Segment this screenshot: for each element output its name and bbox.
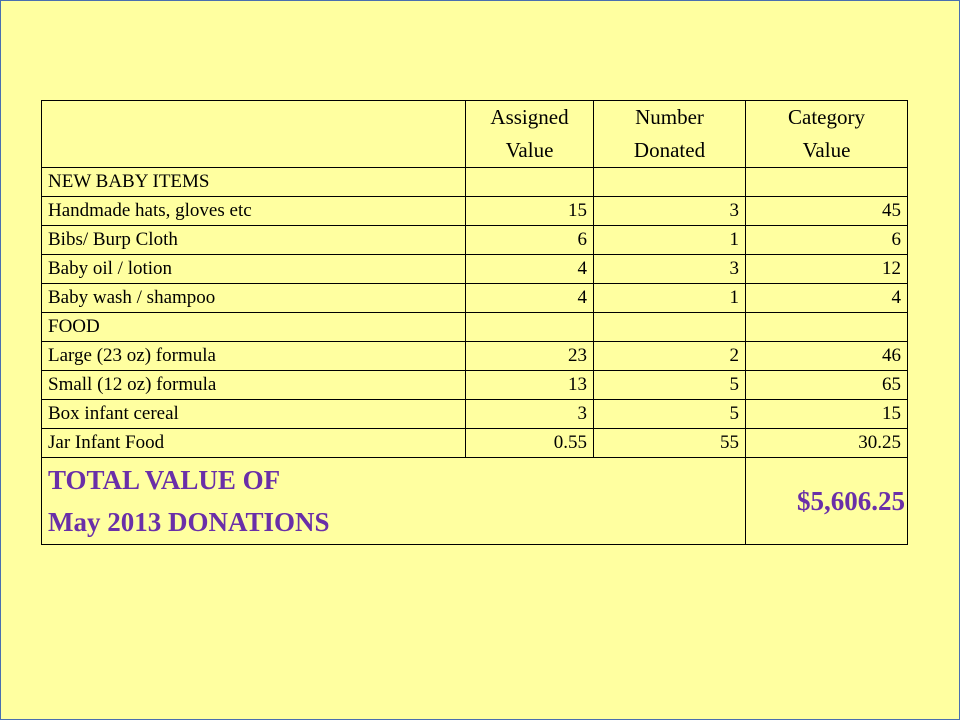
number-donated-cell [593,167,746,197]
assigned-value-cell: 4 [465,283,594,313]
assigned-value-cell: 4 [465,254,594,284]
table-row: Small (12 oz) formula 13 5 65 [41,370,908,400]
table-row: Large (23 oz) formula 23 2 46 [41,341,908,371]
total-amount: $5,606.25 [745,457,908,545]
total-row: TOTAL VALUE OF May 2013 DONATIONS $5,606… [41,457,908,545]
total-label-line1: TOTAL VALUE OF [48,465,281,495]
table-row: Bibs/ Burp Cloth 6 1 6 [41,225,908,255]
item-cell: NEW BABY ITEMS [41,167,466,197]
assigned-value-cell: 13 [465,370,594,400]
assigned-value-cell [465,167,594,197]
category-value-cell: 65 [745,370,908,400]
table-row: Baby wash / shampoo 4 1 4 [41,283,908,313]
number-donated-cell: 1 [593,225,746,255]
category-value-cell: 30.25 [745,428,908,458]
assigned-value-cell: 23 [465,341,594,371]
donations-table: Assigned Value Number Donated Category V… [41,100,908,545]
table-row: NEW BABY ITEMS [41,167,908,197]
category-value-cell: 4 [745,283,908,313]
number-donated-cell: 1 [593,283,746,313]
item-cell: Small (12 oz) formula [41,370,466,400]
category-value-cell: 45 [745,196,908,226]
assigned-value-cell [465,312,594,342]
header-row: Assigned Value Number Donated Category V… [41,100,908,168]
total-label: TOTAL VALUE OF May 2013 DONATIONS [41,457,746,545]
item-cell: Large (23 oz) formula [41,341,466,371]
assigned-value-cell: 3 [465,399,594,429]
category-value-cell [745,167,908,197]
number-donated-cell: 5 [593,370,746,400]
number-donated-cell: 3 [593,254,746,284]
item-cell: Box infant cereal [41,399,466,429]
total-label-line2: May 2013 DONATIONS [48,507,330,537]
item-cell: Handmade hats, gloves etc [41,196,466,226]
item-cell: Baby oil / lotion [41,254,466,284]
number-donated-cell: 3 [593,196,746,226]
item-cell: Bibs/ Burp Cloth [41,225,466,255]
assigned-value-cell: 6 [465,225,594,255]
category-value-cell: 12 [745,254,908,284]
table-row: Jar Infant Food 0.55 55 30.25 [41,428,908,458]
header-assigned-value: Assigned Value [465,100,594,168]
assigned-value-cell: 0.55 [465,428,594,458]
number-donated-cell: 5 [593,399,746,429]
header-item [41,100,466,168]
item-cell: FOOD [41,312,466,342]
table-row: FOOD [41,312,908,342]
number-donated-cell: 2 [593,341,746,371]
table-row: Handmade hats, gloves etc 15 3 45 [41,196,908,226]
category-value-cell [745,312,908,342]
category-value-cell: 15 [745,399,908,429]
header-number-donated: Number Donated [593,100,746,168]
table-row: Baby oil / lotion 4 3 12 [41,254,908,284]
number-donated-cell [593,312,746,342]
table-row: Box infant cereal 3 5 15 [41,399,908,429]
category-value-cell: 6 [745,225,908,255]
assigned-value-cell: 15 [465,196,594,226]
number-donated-cell: 55 [593,428,746,458]
item-cell: Baby wash / shampoo [41,283,466,313]
item-cell: Jar Infant Food [41,428,466,458]
category-value-cell: 46 [745,341,908,371]
header-category-value: Category Value [745,100,908,168]
